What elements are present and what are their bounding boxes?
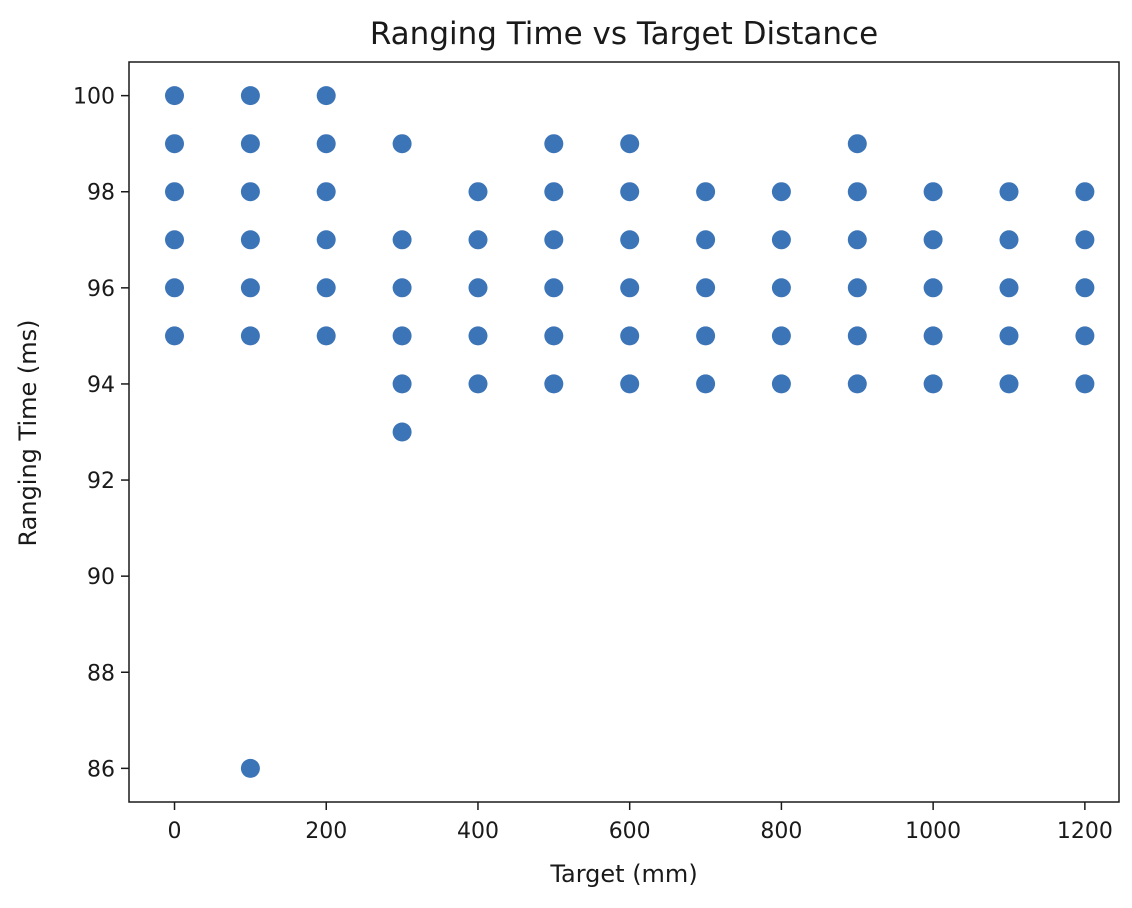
y-tick-label: 98	[87, 181, 115, 206]
data-point	[1075, 182, 1095, 202]
x-tick-label: 200	[305, 819, 347, 844]
data-point	[316, 86, 336, 106]
plot-frame	[128, 61, 1120, 803]
data-point	[1075, 326, 1095, 346]
data-point	[847, 278, 867, 298]
data-point	[620, 374, 640, 394]
data-point	[468, 326, 488, 346]
data-point	[771, 374, 791, 394]
data-point	[620, 278, 640, 298]
data-point	[999, 230, 1019, 250]
data-point	[165, 134, 184, 154]
data-point	[696, 230, 716, 250]
x-tick-label: 1200	[1057, 819, 1113, 844]
y-tick-label: 88	[87, 661, 115, 686]
data-point	[544, 230, 564, 250]
data-point	[923, 374, 943, 394]
data-point	[771, 326, 791, 346]
data-point	[165, 182, 184, 202]
y-tick-label: 86	[87, 757, 115, 782]
data-point	[847, 182, 867, 202]
data-point	[544, 182, 564, 202]
data-point	[999, 182, 1019, 202]
data-point	[240, 326, 260, 346]
data-point	[620, 326, 640, 346]
data-point	[999, 278, 1019, 298]
x-tick-label: 400	[457, 819, 499, 844]
y-tick-label: 92	[87, 469, 115, 494]
data-point	[392, 134, 412, 154]
data-point	[392, 422, 412, 442]
data-point	[240, 182, 260, 202]
data-point	[1075, 278, 1095, 298]
x-axis-ticks: 0 200 400 600 800 1000 1200	[168, 802, 1113, 844]
data-point	[847, 134, 867, 154]
y-tick-label: 90	[87, 565, 115, 590]
data-point	[240, 230, 260, 250]
x-tick-label: 1000	[905, 819, 961, 844]
data-point	[240, 278, 260, 298]
y-tick-label: 100	[73, 85, 115, 110]
data-point	[923, 278, 943, 298]
data-point	[696, 278, 716, 298]
plot-area	[128, 61, 1120, 803]
data-point	[620, 182, 640, 202]
data-point	[316, 182, 336, 202]
y-axis-ticks: 86 88 90 92 94 96 98 100	[73, 85, 129, 782]
data-point	[392, 278, 412, 298]
x-tick-label: 800	[760, 819, 802, 844]
data-point	[771, 182, 791, 202]
x-axis-label: Target (mm)	[549, 860, 697, 888]
data-point	[771, 278, 791, 298]
data-point	[392, 230, 412, 250]
data-point	[240, 86, 260, 106]
data-point	[1075, 230, 1095, 250]
data-point	[316, 326, 336, 346]
data-point	[696, 182, 716, 202]
data-point	[392, 326, 412, 346]
x-tick-label: 600	[609, 819, 651, 844]
data-point	[165, 86, 184, 106]
data-point	[999, 374, 1019, 394]
data-point	[923, 182, 943, 202]
chart-title: Ranging Time vs Target Distance	[370, 16, 878, 52]
data-point	[696, 326, 716, 346]
data-point	[468, 374, 488, 394]
data-point	[240, 758, 260, 778]
data-point	[468, 278, 488, 298]
data-point	[165, 278, 184, 298]
data-point	[847, 230, 867, 250]
data-point	[165, 230, 184, 250]
data-point	[847, 326, 867, 346]
y-axis-label: Ranging Time (ms)	[14, 319, 42, 546]
data-point	[696, 374, 716, 394]
data-point	[316, 278, 336, 298]
x-tick-label: 0	[168, 819, 182, 844]
data-point	[468, 182, 488, 202]
data-point	[240, 134, 260, 154]
data-point	[165, 326, 184, 346]
data-point	[544, 278, 564, 298]
data-points	[165, 86, 1095, 778]
data-point	[316, 230, 336, 250]
data-point	[392, 374, 412, 394]
data-point	[999, 326, 1019, 346]
data-point	[1075, 374, 1095, 394]
data-point	[544, 326, 564, 346]
data-point	[620, 134, 640, 154]
data-point	[468, 230, 488, 250]
data-point	[544, 374, 564, 394]
data-point	[923, 230, 943, 250]
data-point	[620, 230, 640, 250]
y-tick-label: 94	[87, 373, 115, 398]
data-point	[544, 134, 564, 154]
data-point	[923, 326, 943, 346]
data-point	[847, 374, 867, 394]
y-tick-label: 96	[87, 277, 115, 302]
data-point	[316, 134, 336, 154]
data-point	[771, 230, 791, 250]
